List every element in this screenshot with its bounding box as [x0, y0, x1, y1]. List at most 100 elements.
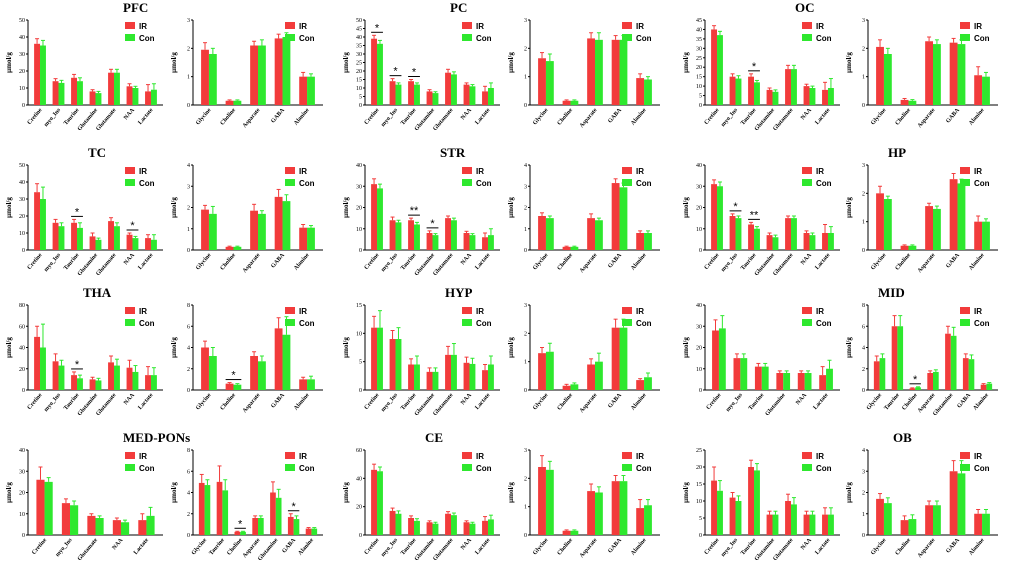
- bar-con: [58, 226, 65, 250]
- x-tick-label: NAA: [460, 107, 473, 121]
- y-tick-label: 25: [356, 61, 362, 67]
- bar-con: [933, 371, 939, 390]
- bar-ir: [611, 39, 620, 106]
- bar-ir: [729, 497, 736, 535]
- x-tick-label: Alanine: [630, 107, 648, 126]
- legend-label-ir: IR: [816, 22, 824, 31]
- legend-label-con: Con: [299, 464, 315, 473]
- bar-con: [282, 37, 291, 105]
- y-tick-label: 10: [696, 227, 702, 233]
- bar-con: [804, 373, 812, 390]
- y-tick-label: 8: [187, 448, 190, 454]
- bar-ir: [766, 514, 773, 535]
- x-tick-label: Cretine: [364, 537, 381, 556]
- bar-ir: [876, 498, 884, 535]
- bar-ir: [408, 364, 415, 390]
- bar-con: [282, 334, 291, 390]
- legend-swatch-con: [960, 464, 970, 471]
- bar-ir: [234, 531, 241, 535]
- bar-con: [77, 227, 83, 250]
- x-tick-label: Lactate: [814, 107, 831, 126]
- bar-ir: [587, 218, 595, 250]
- bar-ir: [949, 42, 958, 105]
- bar-ir: [611, 183, 620, 250]
- x-tick-label: Glutamine: [765, 392, 787, 417]
- bar-ir: [562, 385, 571, 390]
- significance-star: *: [75, 206, 80, 218]
- bar-ir: [748, 224, 755, 250]
- y-tick-label: 15: [696, 75, 702, 81]
- bar-con: [827, 88, 834, 105]
- bar-ir: [822, 233, 828, 250]
- y-tick-label: 40: [696, 303, 702, 309]
- y-tick-label: 0: [699, 103, 702, 109]
- x-tick-label: Lactate: [474, 537, 491, 556]
- x-tick-label: NAA: [112, 537, 125, 551]
- bar-con: [883, 503, 892, 535]
- x-tick-label: Asparate: [242, 252, 262, 274]
- bar-ir: [108, 362, 114, 390]
- x-tick-label: NAA: [123, 107, 136, 121]
- bar-con: [570, 530, 579, 535]
- y-tick-label: 0: [187, 533, 190, 539]
- y-axis-label: μmol/g: [682, 482, 690, 503]
- bar-con: [377, 327, 383, 390]
- y-tick-label: 1: [187, 227, 190, 233]
- bar-ir: [389, 81, 396, 105]
- bar-ir: [408, 220, 415, 250]
- bar-con: [150, 239, 157, 250]
- legend-swatch-ir: [802, 307, 812, 314]
- bar-con: [968, 359, 975, 390]
- x-tick-label: Taurine: [400, 252, 418, 272]
- x-tick-label: Glycine: [532, 252, 549, 271]
- bar-con: [293, 519, 300, 535]
- bar-con: [414, 364, 420, 390]
- legend-swatch-ir: [285, 22, 295, 29]
- bar-con: [450, 220, 457, 250]
- x-tick-label: Choline: [895, 537, 913, 556]
- legend-label-con: Con: [816, 319, 832, 328]
- legend-label-ir: IR: [139, 307, 147, 316]
- x-tick-label: myo_Ins: [380, 537, 399, 558]
- bar-con: [233, 246, 242, 250]
- bar-ir: [371, 184, 378, 250]
- bar-ir: [145, 375, 151, 390]
- legend-swatch-con: [622, 319, 632, 326]
- bar-ir: [611, 481, 620, 535]
- bar-ir: [900, 99, 909, 105]
- significance-star: *: [130, 220, 135, 232]
- y-tick-label: 20: [356, 505, 362, 511]
- x-tick-label: Cretine: [27, 252, 44, 271]
- legend-swatch-ir: [960, 452, 970, 459]
- x-tick-label: GABA: [607, 392, 623, 410]
- bar-ir: [299, 379, 308, 390]
- panel-title: OB: [893, 430, 912, 445]
- y-tick-label: 2: [862, 367, 865, 373]
- x-tick-label: NAA: [800, 107, 813, 121]
- bar-con: [487, 88, 494, 105]
- y-tick-label: 40: [356, 476, 362, 482]
- x-tick-label: GABA: [270, 392, 286, 410]
- bar-ir: [766, 235, 773, 250]
- y-tick-label: 5: [699, 516, 702, 522]
- legend-swatch-ir: [960, 167, 970, 174]
- y-tick-label: 2: [187, 512, 190, 518]
- y-tick-label: 0: [359, 103, 362, 109]
- x-tick-label: Lactate: [133, 537, 150, 556]
- x-tick-label: Taurine: [740, 537, 758, 557]
- legend-swatch-con: [285, 34, 295, 41]
- y-tick-label: 80: [19, 303, 25, 309]
- bar-ir: [949, 179, 958, 250]
- panel-0: PFC μmol/g 0 10 20 30 40 50 Cretine myo_Ins Taurin…: [5, 0, 163, 132]
- legend-label-ir: IR: [139, 452, 147, 461]
- legend-swatch-ir: [285, 452, 295, 459]
- x-tick-label: Taurine: [63, 252, 81, 272]
- y-axis-label: μmol/g: [507, 482, 515, 503]
- x-tick-label: Lactate: [814, 252, 831, 271]
- bar-con: [754, 470, 760, 535]
- bar-con: [258, 518, 264, 535]
- bar-ir: [112, 520, 121, 535]
- y-tick-label: 0: [699, 533, 702, 539]
